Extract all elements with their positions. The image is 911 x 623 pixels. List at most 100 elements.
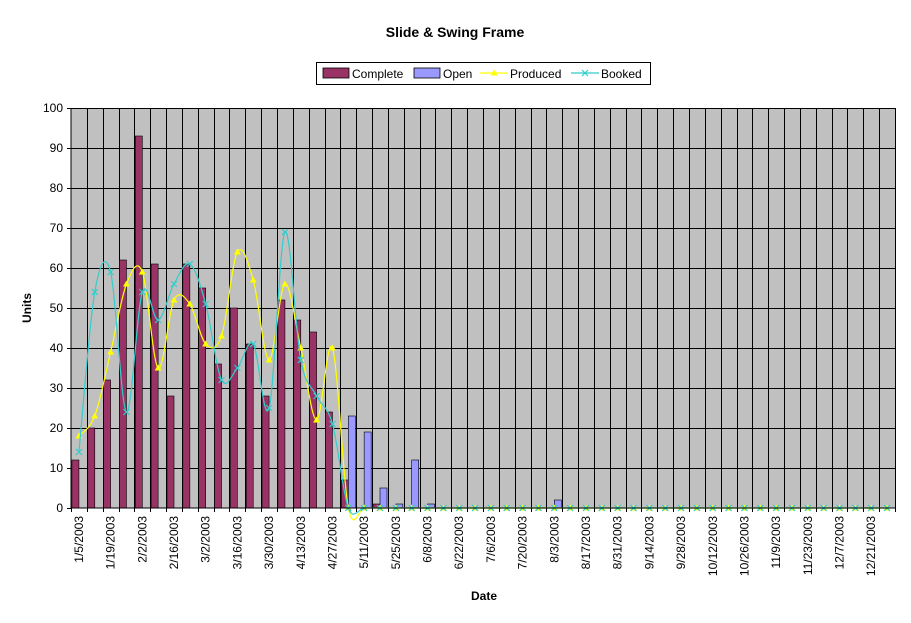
- legend-label-open: Open: [443, 67, 472, 81]
- y-tick-label: 100: [43, 101, 63, 115]
- x-tick-label: 2/16/2003: [167, 516, 181, 570]
- marker-produced: [328, 344, 336, 351]
- x-tick-label: 8/31/2003: [611, 516, 625, 570]
- x-tick-labels: 1/5/2003 1/19/2003 2/2/2003 2/16/2003 3/2/20…: [71, 508, 896, 576]
- marker-booked: [233, 364, 241, 372]
- bar-series: [71, 135, 562, 509]
- marker-produced: [233, 248, 241, 255]
- marker-produced: [138, 268, 146, 275]
- y-tick-label: 90: [50, 141, 64, 155]
- y-tick-labels: 0 10 20 30 40 50 60 70 80 90 100: [43, 101, 71, 515]
- marker-booked: [329, 420, 336, 428]
- x-tick-label: 12/21/2003: [864, 516, 878, 576]
- x-tick-label: 8/3/2003: [547, 516, 561, 563]
- marker-booked: [154, 316, 162, 324]
- x-tick-label: 8/17/2003: [579, 516, 593, 570]
- x-tick-label: 9/14/2003: [642, 516, 656, 570]
- legend-marker-booked: [581, 69, 589, 77]
- bar-complete: [135, 135, 143, 509]
- y-tick-label: 80: [50, 181, 64, 195]
- bar-open: [379, 487, 388, 509]
- bar-complete: [325, 411, 333, 509]
- x-tick-label: 10/12/2003: [706, 516, 720, 576]
- x-tick-label: 9/28/2003: [674, 516, 688, 570]
- marker-booked: [297, 356, 305, 364]
- marker-booked: [218, 376, 225, 384]
- marker-produced: [281, 280, 289, 287]
- y-axis-label: Units: [20, 293, 34, 323]
- bar-open: [363, 431, 372, 509]
- bar-complete: [245, 343, 254, 509]
- legend: Complete Open Produced Booked: [316, 62, 651, 85]
- marker-booked: [138, 288, 146, 296]
- marker-produced: [170, 296, 178, 303]
- x-tick-label: 3/2/2003: [199, 516, 213, 563]
- bar-complete: [182, 263, 191, 509]
- bar-complete: [87, 427, 96, 509]
- marker-produced: [122, 280, 130, 287]
- x-tick-label: 7/20/2003: [516, 516, 530, 570]
- x-tick-label: 1/19/2003: [104, 516, 118, 570]
- marker-booked: [281, 228, 289, 236]
- legend-label-produced: Produced: [510, 67, 561, 81]
- x-tick-label: 2/2/2003: [135, 516, 149, 563]
- marker-produced: [186, 300, 194, 307]
- bar-complete: [198, 287, 206, 509]
- bar-complete: [261, 395, 270, 509]
- marker-produced: [202, 340, 210, 347]
- x-tick-label: 3/30/2003: [262, 516, 276, 570]
- x-tick-label: 4/13/2003: [294, 516, 308, 570]
- x-tick-label: 7/6/2003: [484, 516, 498, 563]
- bar-complete: [103, 379, 111, 509]
- marker-booked: [186, 260, 194, 268]
- marker-booked: [202, 300, 210, 308]
- x-tick-label: 11/9/2003: [769, 516, 783, 569]
- marker-produced: [249, 276, 257, 283]
- bar-complete: [166, 395, 175, 509]
- x-tick-label: 6/8/2003: [421, 516, 435, 563]
- y-tick-label: 10: [50, 461, 64, 475]
- x-tick-label: 5/11/2003: [357, 516, 371, 569]
- bar-complete: [150, 263, 159, 509]
- x-axis-label: Date: [471, 589, 497, 603]
- x-tick-label: 10/26/2003: [737, 516, 751, 576]
- legend-marker-produced: [490, 69, 498, 76]
- x-tick-label: 4/27/2003: [325, 516, 339, 570]
- chart-title: Slide & Swing Frame: [386, 24, 525, 40]
- marker-booked: [107, 268, 115, 276]
- marker-produced: [265, 356, 273, 363]
- bar-complete: [214, 363, 222, 509]
- y-tick-label: 0: [56, 501, 63, 515]
- y-tick-label: 60: [50, 261, 64, 275]
- marker-produced: [154, 364, 162, 371]
- bar-open: [411, 459, 419, 509]
- marker-booked: [265, 404, 273, 412]
- marker-produced: [107, 348, 115, 355]
- legend-swatch-open: [413, 67, 441, 79]
- x-tick-label: 1/5/2003: [72, 516, 86, 563]
- legend-swatch-complete: [322, 67, 350, 79]
- marker-booked: [123, 408, 130, 416]
- x-tick-label: 12/7/2003: [833, 516, 847, 570]
- x-tick-label: 6/22/2003: [452, 516, 466, 570]
- y-tick-label: 30: [50, 381, 64, 395]
- marker-booked: [170, 280, 178, 288]
- bar-complete: [71, 459, 80, 509]
- bar-open: [348, 415, 356, 509]
- marker-booked: [75, 448, 83, 456]
- y-tick-label: 70: [50, 221, 64, 235]
- legend-label-booked: Booked: [601, 67, 642, 81]
- y-tick-label: 40: [50, 341, 64, 355]
- marker-booked: [249, 340, 257, 348]
- marker-produced: [313, 416, 321, 423]
- bar-complete: [230, 307, 238, 509]
- x-tick-label: 3/16/2003: [230, 516, 244, 570]
- marker-booked: [313, 392, 321, 400]
- y-tick-label: 20: [50, 421, 64, 435]
- bar-complete: [277, 299, 286, 509]
- x-tick-label: 11/23/2003: [801, 516, 815, 575]
- legend-label-complete: Complete: [352, 67, 404, 81]
- marker-produced: [91, 412, 99, 419]
- marker-booked: [91, 288, 99, 296]
